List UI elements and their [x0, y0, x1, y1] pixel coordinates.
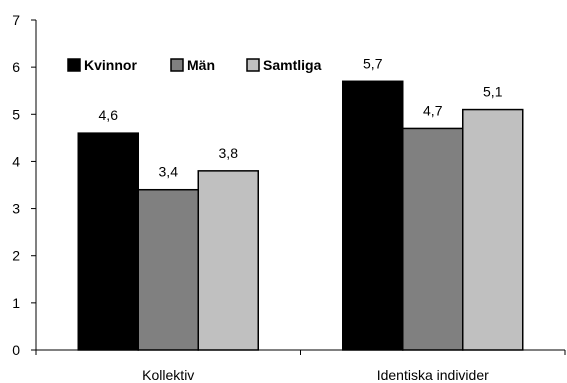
- bar-samtliga-2: [462, 108, 524, 351]
- data-label: 4,7: [423, 102, 443, 118]
- data-label: 3,4: [159, 164, 179, 180]
- legend: Kvinnor Män Samtliga: [67, 57, 322, 73]
- data-label: 5,1: [483, 84, 503, 100]
- legend-swatch: [170, 58, 184, 72]
- bar-kvinnor-2: [342, 80, 404, 351]
- bar-man-1: [137, 188, 199, 351]
- category-label: Kollektiv: [142, 367, 194, 383]
- y-tick-label: 2: [12, 248, 20, 264]
- y-tick-label: 1: [12, 295, 20, 311]
- legend-label: Samtliga: [263, 57, 322, 73]
- legend-swatch: [67, 58, 81, 72]
- data-label: 4,6: [99, 107, 119, 123]
- bars: [77, 80, 524, 351]
- data-label: 5,7: [363, 55, 383, 71]
- y-tick-label: 6: [12, 59, 20, 75]
- y-tick-label: 0: [12, 342, 20, 358]
- category-label: Identiska individer: [377, 367, 489, 383]
- legend-label: Män: [187, 57, 215, 73]
- legend-label: Kvinnor: [84, 57, 137, 73]
- legend-swatch: [246, 58, 260, 72]
- bar-samtliga-1: [197, 170, 259, 351]
- y-tick-label: 7: [12, 12, 20, 28]
- y-tick-label: 4: [12, 153, 20, 169]
- y-tick-label: 3: [12, 201, 20, 217]
- data-labels: 4,6 3,4 3,8 5,7 4,7 5,1: [99, 55, 503, 179]
- bar-man-2: [402, 127, 464, 351]
- y-tick-label: 5: [12, 106, 20, 122]
- bar-kvinnor-1: [77, 132, 139, 351]
- data-label: 3,8: [219, 145, 239, 161]
